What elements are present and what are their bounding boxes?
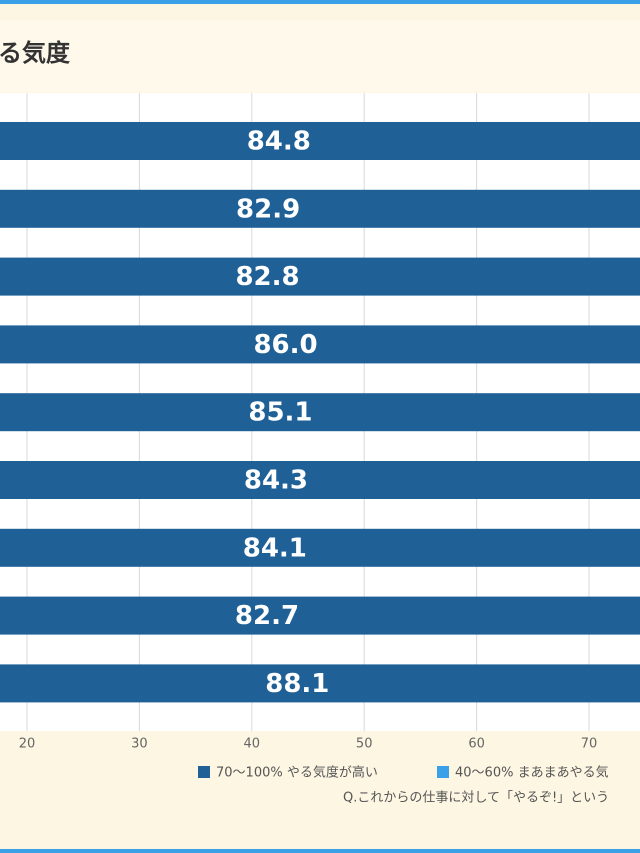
bar bbox=[0, 189, 640, 228]
bar bbox=[0, 325, 640, 364]
note: Q.これからの仕事に対して「やるぞ!」という bbox=[343, 791, 609, 806]
bar bbox=[0, 461, 640, 499]
x-tick-label: 40 bbox=[244, 737, 261, 752]
x-tick-label: 70 bbox=[581, 737, 598, 752]
x-tick-label: 60 bbox=[468, 737, 485, 752]
value-label: 82.8 bbox=[235, 262, 299, 292]
legend-label: 70～100% やる気度が高い bbox=[216, 765, 378, 781]
value-label: 82.7 bbox=[235, 601, 299, 631]
bars: 84.8 82.9 82.8 86.0 85.1 84.3 84.1 82.7 88.1 bbox=[0, 122, 640, 703]
bar bbox=[0, 122, 640, 160]
value-label: 84.1 bbox=[243, 533, 307, 563]
chart-title: る気度 bbox=[0, 39, 71, 67]
bar bbox=[0, 257, 640, 296]
value-label: 88.1 bbox=[265, 669, 329, 699]
bar bbox=[0, 393, 640, 432]
value-label: 86.0 bbox=[253, 330, 317, 360]
legend-swatch bbox=[198, 766, 210, 778]
x-tick-label: 30 bbox=[131, 737, 148, 752]
value-label: 84.3 bbox=[244, 466, 308, 496]
x-tick-label: 50 bbox=[356, 737, 373, 752]
bar bbox=[0, 664, 640, 703]
x-tick-label: 20 bbox=[19, 737, 36, 752]
bar bbox=[0, 596, 640, 635]
value-label: 85.1 bbox=[248, 398, 312, 428]
bottom-border bbox=[0, 849, 640, 853]
value-label: 84.8 bbox=[247, 127, 311, 157]
top-border bbox=[0, 0, 640, 4]
legend-swatch bbox=[437, 766, 449, 778]
value-label: 82.9 bbox=[236, 194, 300, 224]
legend-label: 40～60% まあまあやる気 bbox=[455, 765, 609, 781]
bar bbox=[0, 528, 640, 567]
title-band bbox=[0, 20, 640, 92]
